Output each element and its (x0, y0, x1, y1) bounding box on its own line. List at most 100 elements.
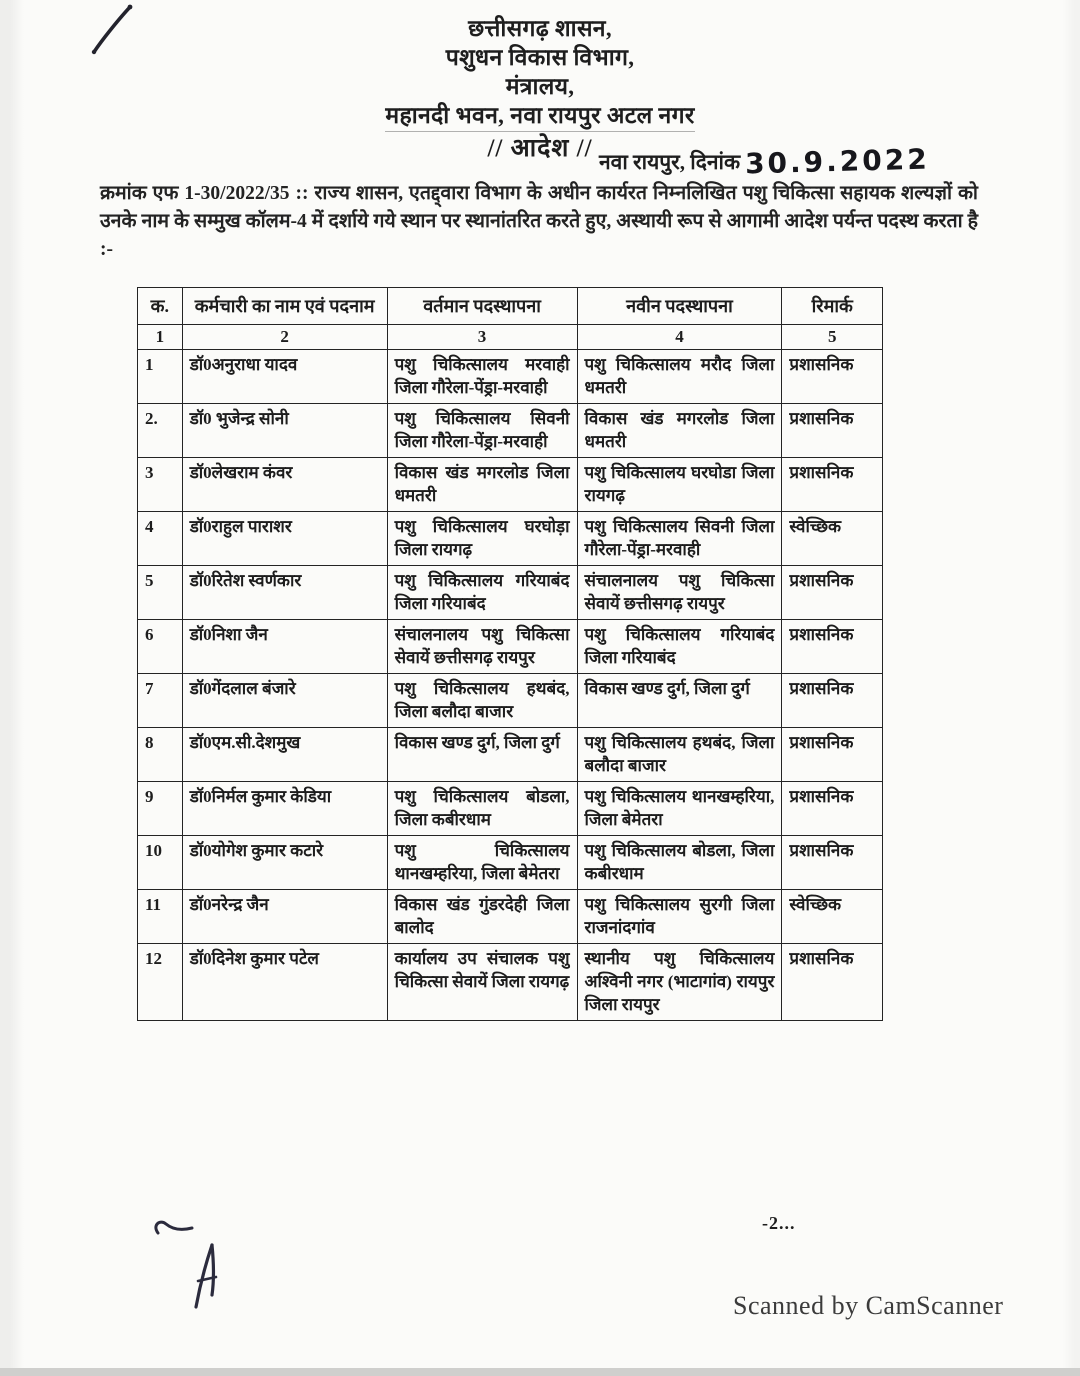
letterhead-line-dept: पशुधन विकास विभाग, (445, 45, 635, 70)
cell-new-posting: पशु चिकित्सालय सुरगी जिला राजनांदगांव (576, 889, 783, 944)
letterhead: छत्तीसगढ़ शासन, पशुधन विकास विभाग, मंत्र… (0, 14, 1080, 163)
cell-remark: प्रशासनिक (781, 565, 883, 620)
cell-serial: 10 (137, 835, 183, 890)
cell-new-posting: विकास खंड मगरलोड जिला धमतरी (576, 403, 783, 458)
cell-new-posting: पशु चिकित्सालय गरियाबंद जिला गरियाबंद (576, 619, 783, 674)
table-header-row: क. कर्मचारी का नाम एवं पदनाम वर्तमान पदस… (137, 287, 883, 325)
table-row: 11 डॉ0नरेन्द्र जैन विकास खंड गुंडरदेही ज… (137, 889, 883, 944)
cell-employee-name: डॉ0दिनेश कुमार पटेल (181, 943, 388, 1021)
letterhead-line-ministry: मंत्रालय, (505, 74, 575, 99)
cell-current-posting: संचालनालय पशु चिकित्सा सेवायें छत्तीसगढ़… (386, 619, 578, 674)
cell-new-posting: पशु चिकित्सालय बोडला, जिला कबीरधाम (576, 835, 783, 890)
cell-employee-name: डॉ0निशा जैन (181, 619, 388, 674)
cell-current-posting: कार्यालय उप संचालक पशु चिकित्सा सेवायें … (386, 943, 578, 1021)
date-label: नवा रायपुर, दिनांक (599, 150, 741, 174)
table-row: 9 डॉ0निर्मल कुमार केडिया पशु चिकित्सालय … (137, 781, 883, 836)
order-title: // आदेश // (487, 135, 593, 162)
cell-new-posting: पशु चिकित्सालय घरघोडा जिला रायगढ़ (576, 457, 783, 512)
cell-remark: प्रशासनिक (781, 943, 883, 1021)
cell-employee-name: डॉ0रितेश स्वर्णकार (181, 565, 388, 620)
column-number: 1 (137, 324, 183, 350)
cell-current-posting: विकास खंड मगरलोड जिला धमतरी (386, 457, 578, 512)
table-row: 4 डॉ0राहुल पाराशर पशु चिकित्सालय घरघोड़ा… (137, 511, 883, 566)
handwritten-initials-mark (154, 1220, 218, 1309)
cell-serial: 6 (137, 619, 183, 674)
header-current-posting: वर्तमान पदस्थापना (386, 287, 578, 325)
cell-remark: स्वेच्छिक (781, 889, 883, 944)
column-number: 3 (386, 324, 578, 350)
cell-employee-name: डॉ0अनुराधा यादव (181, 349, 388, 404)
table-row: 6 डॉ0निशा जैन संचालनालय पशु चिकित्सा सेव… (137, 619, 883, 674)
cell-employee-name: डॉ0निर्मल कुमार केडिया (181, 781, 388, 836)
cell-current-posting: विकास खण्ड दुर्ग, जिला दुर्ग (386, 727, 578, 782)
cell-serial: 2. (137, 403, 183, 458)
cell-remark: प्रशासनिक (781, 673, 883, 728)
table-row: 1 डॉ0अनुराधा यादव पशु चिकित्सालय मरवाही … (137, 349, 883, 404)
transfer-order-table: क. कर्मचारी का नाम एवं पदनाम वर्तमान पदस… (137, 287, 883, 1021)
cell-new-posting: पशु चिकित्सालय थानखम्हरिया, जिला बेमेतरा (576, 781, 783, 836)
scanner-credit: Scanned by CamScanner (733, 1291, 1004, 1320)
cell-current-posting: पशु चिकित्सालय हथबंद, जिला बलौदा बाजार (386, 673, 578, 728)
cell-serial: 8 (137, 727, 183, 782)
cell-current-posting: पशु चिकित्सालय गरियाबंद जिला गरियाबंद (386, 565, 578, 620)
cell-remark: प्रशासनिक (781, 619, 883, 674)
column-number: 2 (181, 324, 388, 350)
date-line: नवा रायपुर, दिनांक 30.9.2022 (599, 143, 930, 181)
page-continuation-note: -2... (762, 1213, 796, 1233)
cell-serial: 4 (137, 511, 183, 566)
order-body-paragraph: क्रमांक एफ 1-30/2022/35 :: राज्य शासन, ए… (100, 183, 978, 260)
cell-current-posting: पशु चिकित्सालय घरघोड़ा जिला रायगढ़ (386, 511, 578, 566)
table-row: 8 डॉ0एम.सी.देशमुख विकास खण्ड दुर्ग, जिला… (137, 727, 883, 782)
header-employee-name: कर्मचारी का नाम एवं पदनाम (181, 287, 388, 325)
cell-employee-name: डॉ0नरेन्द्र जैन (181, 889, 388, 944)
cell-employee-name: डॉ0योगेश कुमार कटारे (181, 835, 388, 890)
cell-employee-name: डॉ0गेंदलाल बंजारे (181, 673, 388, 728)
table-row: 7 डॉ0गेंदलाल बंजारे पशु चिकित्सालय हथबंद… (137, 673, 883, 728)
handwritten-date: 30.9.2022 (744, 142, 931, 181)
table-row: 10 डॉ0योगेश कुमार कटारे पशु चिकित्सालय थ… (137, 835, 883, 890)
header-serial: क. (137, 287, 183, 325)
letterhead-line-address: महानदी भवन, नवा रायपुर अटल नगर (385, 101, 695, 132)
cell-employee-name: डॉ0 भुजेन्द्र सोनी (181, 403, 388, 458)
table-row: 12 डॉ0दिनेश कुमार पटेल कार्यालय उप संचाल… (137, 943, 883, 1021)
cell-employee-name: डॉ0राहुल पाराशर (181, 511, 388, 566)
cell-employee-name: डॉ0लेखराम कंवर (181, 457, 388, 512)
cell-current-posting: पशु चिकित्सालय सिवनी जिला गौरेला-पेंड्रा… (386, 403, 578, 458)
cell-serial: 7 (137, 673, 183, 728)
cell-new-posting: पशु चिकित्सालय सिवनी जिला गौरेला-पेंड्रा… (576, 511, 783, 566)
letterhead-line-govt: छत्तीसगढ़ शासन, (468, 16, 612, 41)
cell-serial: 5 (137, 565, 183, 620)
cell-remark: प्रशासनिक (781, 727, 883, 782)
header-remark: रिमार्क (781, 287, 883, 325)
table-row: 2. डॉ0 भुजेन्द्र सोनी पशु चिकित्सालय सिव… (137, 403, 883, 458)
cell-remark: प्रशासनिक (781, 781, 883, 836)
cell-current-posting: पशु चिकित्सालय बोडला, जिला कबीरधाम (386, 781, 578, 836)
column-number-row: 1 2 3 4 5 (137, 324, 883, 350)
cell-remark: प्रशासनिक (781, 835, 883, 890)
cell-employee-name: डॉ0एम.सी.देशमुख (181, 727, 388, 782)
column-number: 5 (781, 324, 883, 350)
cell-remark: प्रशासनिक (781, 457, 883, 512)
cell-serial: 1 (137, 349, 183, 404)
cell-new-posting: स्थानीय पशु चिकित्सालय अश्विनी नगर (भाटा… (576, 943, 783, 1021)
cell-new-posting: विकास खण्ड दुर्ग, जिला दुर्ग (576, 673, 783, 728)
cell-current-posting: पशु चिकित्सालय थानखम्हरिया, जिला बेमेतरा (386, 835, 578, 890)
column-number: 4 (576, 324, 783, 350)
cell-new-posting: पशु चिकित्सालय मरौद जिला धमतरी (576, 349, 783, 404)
cell-remark: प्रशासनिक (781, 403, 883, 458)
table-row: 5 डॉ0रितेश स्वर्णकार पशु चिकित्सालय गरिय… (137, 565, 883, 620)
cell-current-posting: पशु चिकित्सालय मरवाही जिला गौरेला-पेंड्र… (386, 349, 578, 404)
handwritten-slash-mark (91, 4, 133, 55)
scan-edge-strip (0, 1368, 1080, 1376)
cell-new-posting: पशु चिकित्सालय हथबंद, जिला बलौदा बाजार (576, 727, 783, 782)
cell-serial: 3 (137, 457, 183, 512)
cell-remark: प्रशासनिक (781, 349, 883, 404)
cell-serial: 11 (137, 889, 183, 944)
cell-serial: 9 (137, 781, 183, 836)
header-new-posting: नवीन पदस्थापना (576, 287, 783, 325)
cell-remark: स्वेच्छिक (781, 511, 883, 566)
cell-current-posting: विकास खंड गुंडरदेही जिला बालोद (386, 889, 578, 944)
cell-serial: 12 (137, 943, 183, 1021)
cell-new-posting: संचालनालय पशु चिकित्सा सेवायें छत्तीसगढ़… (576, 565, 783, 620)
